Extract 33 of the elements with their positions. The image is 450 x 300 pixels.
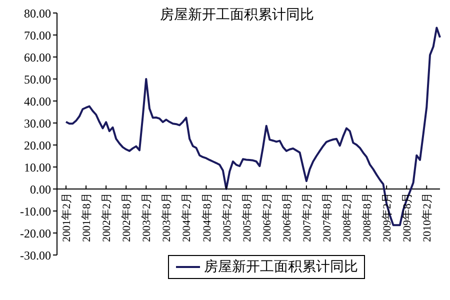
y-tick-label: -20.00 — [20, 226, 51, 240]
y-tick-label: 10.00 — [24, 160, 51, 174]
x-tick-label: 2009年8月 — [402, 192, 414, 242]
y-tick-label: -10.00 — [20, 204, 51, 218]
x-tick-label: 2005年8月 — [241, 192, 254, 242]
x-tick-label: 2008年8月 — [362, 192, 374, 242]
x-tick-label: 2003年2月 — [141, 192, 154, 242]
x-tick-label: 2001年8月 — [81, 192, 94, 242]
legend-label: 房屋新开工面积累计同比 — [204, 258, 358, 276]
chart-title: 房屋新开工面积累计同比 — [160, 6, 314, 24]
x-tick-label: 2009年2月 — [382, 192, 394, 242]
y-tick-label: 70.00 — [24, 28, 51, 42]
x-tick-label: 2004年8月 — [201, 192, 214, 242]
x-tick-label: 2010年2月 — [422, 192, 434, 242]
x-tick-label: 2007年2月 — [301, 192, 314, 242]
x-tick-label: 2007年8月 — [321, 192, 334, 242]
y-tick-label: 50.00 — [24, 72, 51, 86]
x-tick-label: 2004年2月 — [181, 192, 194, 242]
x-tick-label: 2006年2月 — [261, 192, 274, 242]
y-tick-label: 20.00 — [24, 138, 51, 152]
y-tick-label: -30.00 — [20, 248, 51, 262]
y-tick-label: 60.00 — [24, 50, 51, 64]
x-tick-label: 2001年2月 — [61, 192, 73, 242]
y-tick-label: 0.00 — [30, 182, 51, 196]
x-tick-label: 2008年2月 — [342, 192, 354, 242]
x-tick-label: 2003年8月 — [161, 192, 174, 242]
y-tick-label: 30.00 — [24, 116, 51, 130]
x-tick-label: 2002年2月 — [101, 192, 114, 242]
y-tick-label: 80.00 — [24, 6, 51, 20]
y-tick-label: 40.00 — [24, 94, 51, 108]
x-tick-label: 2006年8月 — [281, 192, 294, 242]
x-tick-label: 2005年2月 — [221, 192, 234, 242]
x-tick-label: 2002年8月 — [121, 192, 134, 242]
